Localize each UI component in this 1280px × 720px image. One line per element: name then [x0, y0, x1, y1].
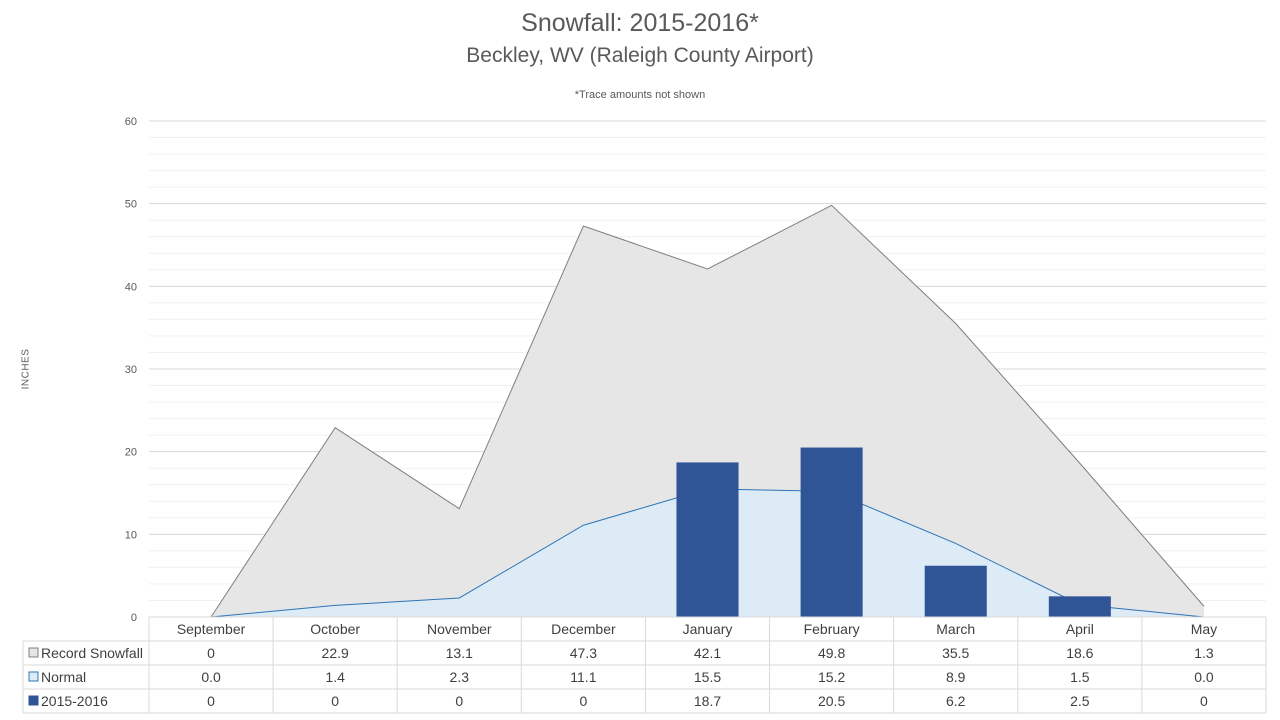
data-label: 0.0 — [201, 669, 221, 685]
x-tick-label: January — [683, 621, 733, 637]
data-label: 2.3 — [450, 669, 470, 685]
data-label: 42.1 — [694, 645, 721, 661]
data-label: 20.5 — [818, 693, 845, 709]
legend-key — [28, 695, 39, 706]
legend-key — [28, 671, 39, 682]
data-label: 15.5 — [694, 669, 721, 685]
data-label: 8.9 — [946, 669, 966, 685]
x-tick-label: September — [177, 621, 246, 637]
legend-entry: 2015-2016 — [41, 693, 108, 709]
data-label: 1.5 — [1070, 669, 1090, 685]
data-label: 35.5 — [942, 645, 969, 661]
data-label: 6.2 — [946, 693, 966, 709]
y-tick-label: 30 — [125, 364, 137, 376]
area-fill-0 — [211, 205, 1204, 617]
bar — [800, 447, 863, 617]
legend-key — [28, 647, 39, 658]
data-label: 0 — [579, 693, 587, 709]
data-label: 49.8 — [818, 645, 845, 661]
x-tick-label: May — [1191, 621, 1217, 637]
area-line-0 — [210, 204, 1205, 618]
data-label: 18.6 — [1066, 645, 1093, 661]
y-tick-label: 10 — [125, 529, 137, 541]
x-tick-label: February — [804, 621, 860, 637]
x-tick-label: October — [310, 621, 360, 637]
data-label: 1.3 — [1194, 645, 1214, 661]
bar — [1048, 596, 1111, 617]
x-tick-label: April — [1066, 621, 1094, 637]
data-label: 13.1 — [446, 645, 473, 661]
data-label: 0 — [1200, 693, 1208, 709]
y-tick-label: 50 — [125, 199, 137, 211]
chart-title: Snowfall: 2015-2016* — [521, 9, 759, 37]
bar — [676, 462, 739, 617]
x-tick-label: November — [427, 621, 492, 637]
y-tick-label: 20 — [125, 447, 137, 459]
data-label: 47.3 — [570, 645, 597, 661]
legend-entry: Record Snowfall — [41, 645, 143, 661]
y-tick-label: 40 — [125, 281, 137, 293]
chart-note: *Trace amounts not shown — [574, 89, 706, 101]
x-tick-label: December — [551, 621, 616, 637]
chart-subtitle: Beckley, WV (Raleigh County Airport) — [466, 44, 814, 67]
data-label: 0 — [455, 693, 463, 709]
data-label: 2.5 — [1070, 693, 1090, 709]
y-tick-label: 60 — [125, 116, 137, 128]
bar — [924, 565, 987, 617]
data-label: 0 — [207, 645, 215, 661]
data-label: 15.2 — [818, 669, 845, 685]
data-label: 0.0 — [1194, 669, 1214, 685]
y-tick-label: 0 — [131, 612, 137, 624]
data-label: 18.7 — [694, 693, 721, 709]
data-label: 1.4 — [325, 669, 345, 685]
data-label: 0 — [331, 693, 339, 709]
x-tick-label: March — [936, 621, 975, 637]
legend-entry: Normal — [41, 669, 86, 685]
data-label: 22.9 — [322, 645, 349, 661]
data-label: 0 — [207, 693, 215, 709]
data-label: 11.1 — [570, 669, 596, 685]
